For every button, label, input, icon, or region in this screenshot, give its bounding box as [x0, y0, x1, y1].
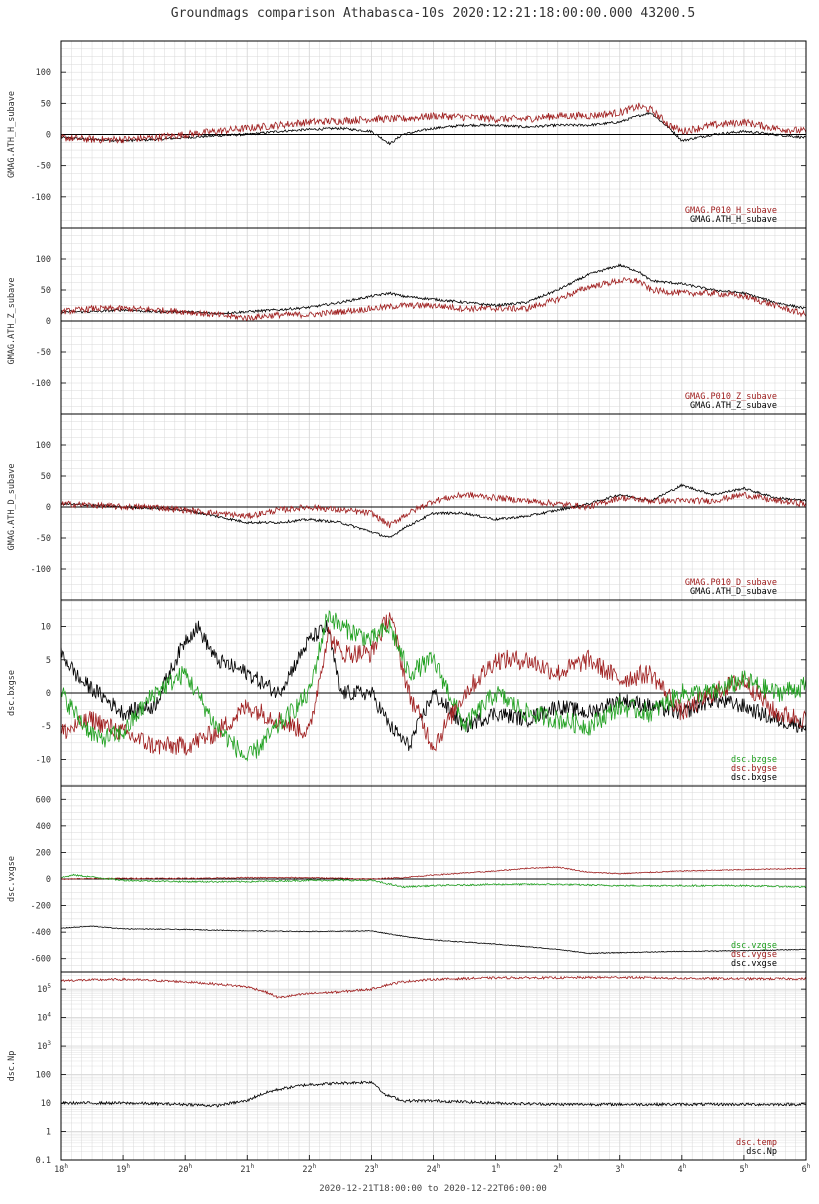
ylabel: GMAG.ATH_D_subave: [7, 464, 17, 551]
ytick-label: 10: [41, 623, 51, 633]
ytick-label: -100: [31, 193, 51, 203]
xtick-label: 5h: [740, 1163, 749, 1175]
series-gmag-ath-h-subave: [60, 111, 807, 146]
legend-entry: dsc.temp: [736, 1138, 777, 1148]
ytick-label: 50: [41, 286, 51, 296]
legend-entry: GMAG.ATH_D_subave: [690, 587, 777, 597]
ytick-label: -5: [41, 722, 51, 732]
legend-entry: dsc.vzgse: [731, 941, 777, 951]
xtick-label: 2h: [553, 1163, 562, 1175]
ylabel: dsc.vxgse: [7, 856, 17, 902]
legend-entry: GMAG.ATH_H_subave: [690, 215, 777, 225]
xtick-label: 20h: [178, 1163, 192, 1175]
ytick-label: -100: [31, 379, 51, 389]
ytick-label: 600: [36, 795, 51, 805]
legend-entry: dsc.bzgse: [731, 755, 777, 765]
ytick-label: -50: [36, 348, 51, 358]
xtick-label: 6h: [802, 1163, 811, 1175]
xtick-label: 3h: [615, 1163, 624, 1175]
ytick-label: 0: [46, 875, 51, 885]
ylabel: GMAG.ATH_Z_subave: [7, 278, 17, 365]
panel-5: 600 400 200 0 -200 -400 -600 dsc.vxgse dsc.vzgse…: [7, 785, 807, 973]
time-range-footer: 2020-12-21T18:00:00 to 2020-12-22T06:00:…: [319, 1184, 547, 1194]
ytick-label: 100: [36, 441, 51, 451]
series-dsc-vygse: [60, 866, 807, 880]
series-gmag-p010-h-subave: [60, 102, 807, 144]
xtick-label: 18h: [54, 1163, 68, 1175]
series-dsc-vxgse: [60, 925, 807, 955]
ytick-label: 100: [36, 68, 51, 78]
ytick-label: -10: [36, 755, 51, 765]
ytick-label: 0: [46, 503, 51, 513]
ytick-label: -400: [31, 928, 51, 938]
ytick-label: 0: [46, 317, 51, 327]
series-gmag-ath-z-subave: [60, 263, 806, 316]
ytick-label: 1: [46, 1128, 51, 1138]
panel-1: 100500-50-100GMAG.ATH_H_subaveGMAG.P010_…: [7, 40, 807, 229]
ytick-label: 0: [46, 131, 51, 141]
series-dsc-np: [60, 1080, 807, 1108]
series-gmag-p010-z-subave: [60, 277, 807, 322]
xtick-label: 19h: [116, 1163, 130, 1175]
panel-2: 100500-50-100GMAG.ATH_Z_subaveGMAG.P010_…: [7, 227, 807, 415]
legend-entry: dsc.vxgse: [731, 959, 777, 969]
ylabel: dsc.Np: [7, 1051, 17, 1082]
legend-entry: dsc.bxgse: [731, 773, 777, 783]
ytick-label: -600: [31, 955, 51, 965]
legend-entry: GMAG.P010_D_subave: [685, 578, 777, 588]
legend-entry: GMAG.P010_Z_subave: [685, 392, 777, 402]
ytick-label: 100: [36, 255, 51, 265]
ytick-label: 100: [36, 1071, 51, 1081]
ytick-label: 105: [37, 983, 51, 995]
ylabel: dsc.bxgse: [7, 670, 17, 716]
xtick-label: 4h: [677, 1163, 686, 1175]
chart-title: Groundmags comparison Athabasca-10s 2020…: [171, 6, 695, 21]
ytick-label: 400: [36, 822, 51, 832]
legend-entry: dsc.Np: [746, 1147, 777, 1157]
xtick-label: 22h: [302, 1163, 316, 1175]
panels-group: 100500-50-100GMAG.ATH_H_subaveGMAG.P010_…: [7, 40, 811, 1175]
legend-entry: GMAG.P010_H_subave: [685, 206, 777, 216]
ytick-label: 10: [41, 1099, 51, 1109]
ytick-label: -100: [31, 565, 51, 575]
ytick-label: -50: [36, 162, 51, 172]
panel-3: 100500-50-100GMAG.ATH_D_subaveGMAG.P010_…: [7, 413, 807, 601]
ytick-label: 104: [37, 1012, 51, 1024]
ytick-label: 0: [46, 689, 51, 699]
xtick-label: 1h: [491, 1163, 500, 1175]
ytick-label: 0.1: [36, 1156, 51, 1166]
ytick-label: 200: [36, 848, 51, 858]
ytick-label: 50: [41, 99, 51, 109]
ylabel: GMAG.ATH_H_subave: [7, 91, 17, 178]
panel-4: 1050-5-10dsc.bxgsedsc.bzgsedsc.bygsedsc.…: [7, 599, 807, 787]
ytick-label: 50: [41, 472, 51, 482]
series-gmag-p010-d-subave: [60, 490, 807, 529]
legend-entry: dsc.vygse: [731, 950, 777, 960]
legend-entry: GMAG.ATH_Z_subave: [690, 401, 777, 411]
series-dsc-temp: [60, 975, 807, 999]
ytick-label: 103: [37, 1040, 51, 1052]
legend-entry: dsc.bygse: [731, 764, 777, 774]
xtick-label: 23h: [364, 1163, 378, 1175]
series-dsc-bzgse: [60, 610, 807, 762]
ytick-label: 5: [46, 656, 51, 666]
xtick-label: 21h: [240, 1163, 254, 1175]
ytick-label: -50: [36, 534, 51, 544]
series-dsc-vzgse: [60, 873, 807, 889]
ytick-label: -200: [31, 902, 51, 912]
xtick-label: 24h: [427, 1163, 441, 1175]
series-dsc-bygse: [60, 612, 807, 756]
